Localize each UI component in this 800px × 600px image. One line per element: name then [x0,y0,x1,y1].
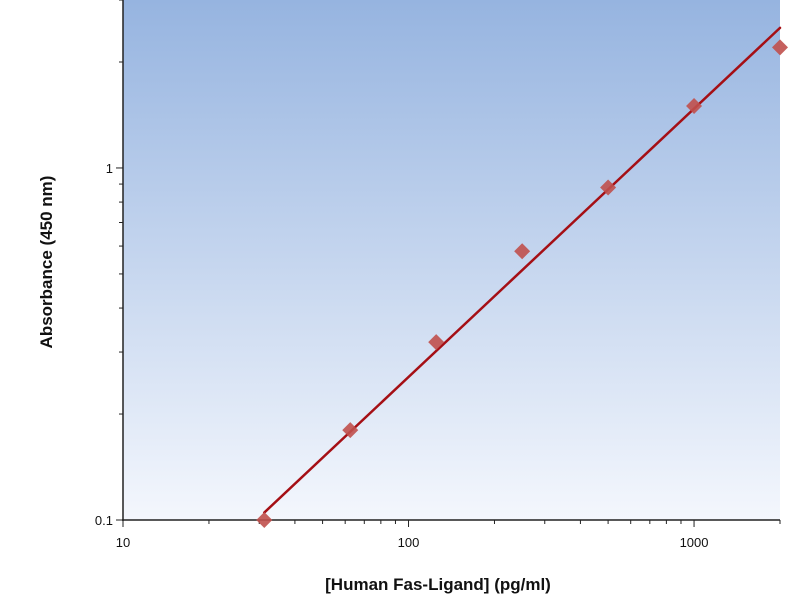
y-tick-label: 0.1 [95,513,113,528]
y-tick-label: 1 [106,161,113,176]
data-point [686,97,703,114]
data-point [342,422,359,439]
x-axis-label: [Human Fas-Ligand] (pg/ml) [325,575,551,594]
data-point [256,512,273,528]
axes: 10 100 1000 0.1 1 [95,0,781,550]
data-point [514,243,531,260]
data-point [600,179,617,196]
x-tick-label: 10 [116,535,130,550]
x-tick-label: 100 [398,535,420,550]
data-points [256,39,788,528]
data-point [428,334,445,351]
y-axis-label: Absorbance (450 nm) [37,176,56,349]
plot-area [123,0,780,520]
data-point [772,39,788,56]
x-tick-label: 1000 [680,535,709,550]
